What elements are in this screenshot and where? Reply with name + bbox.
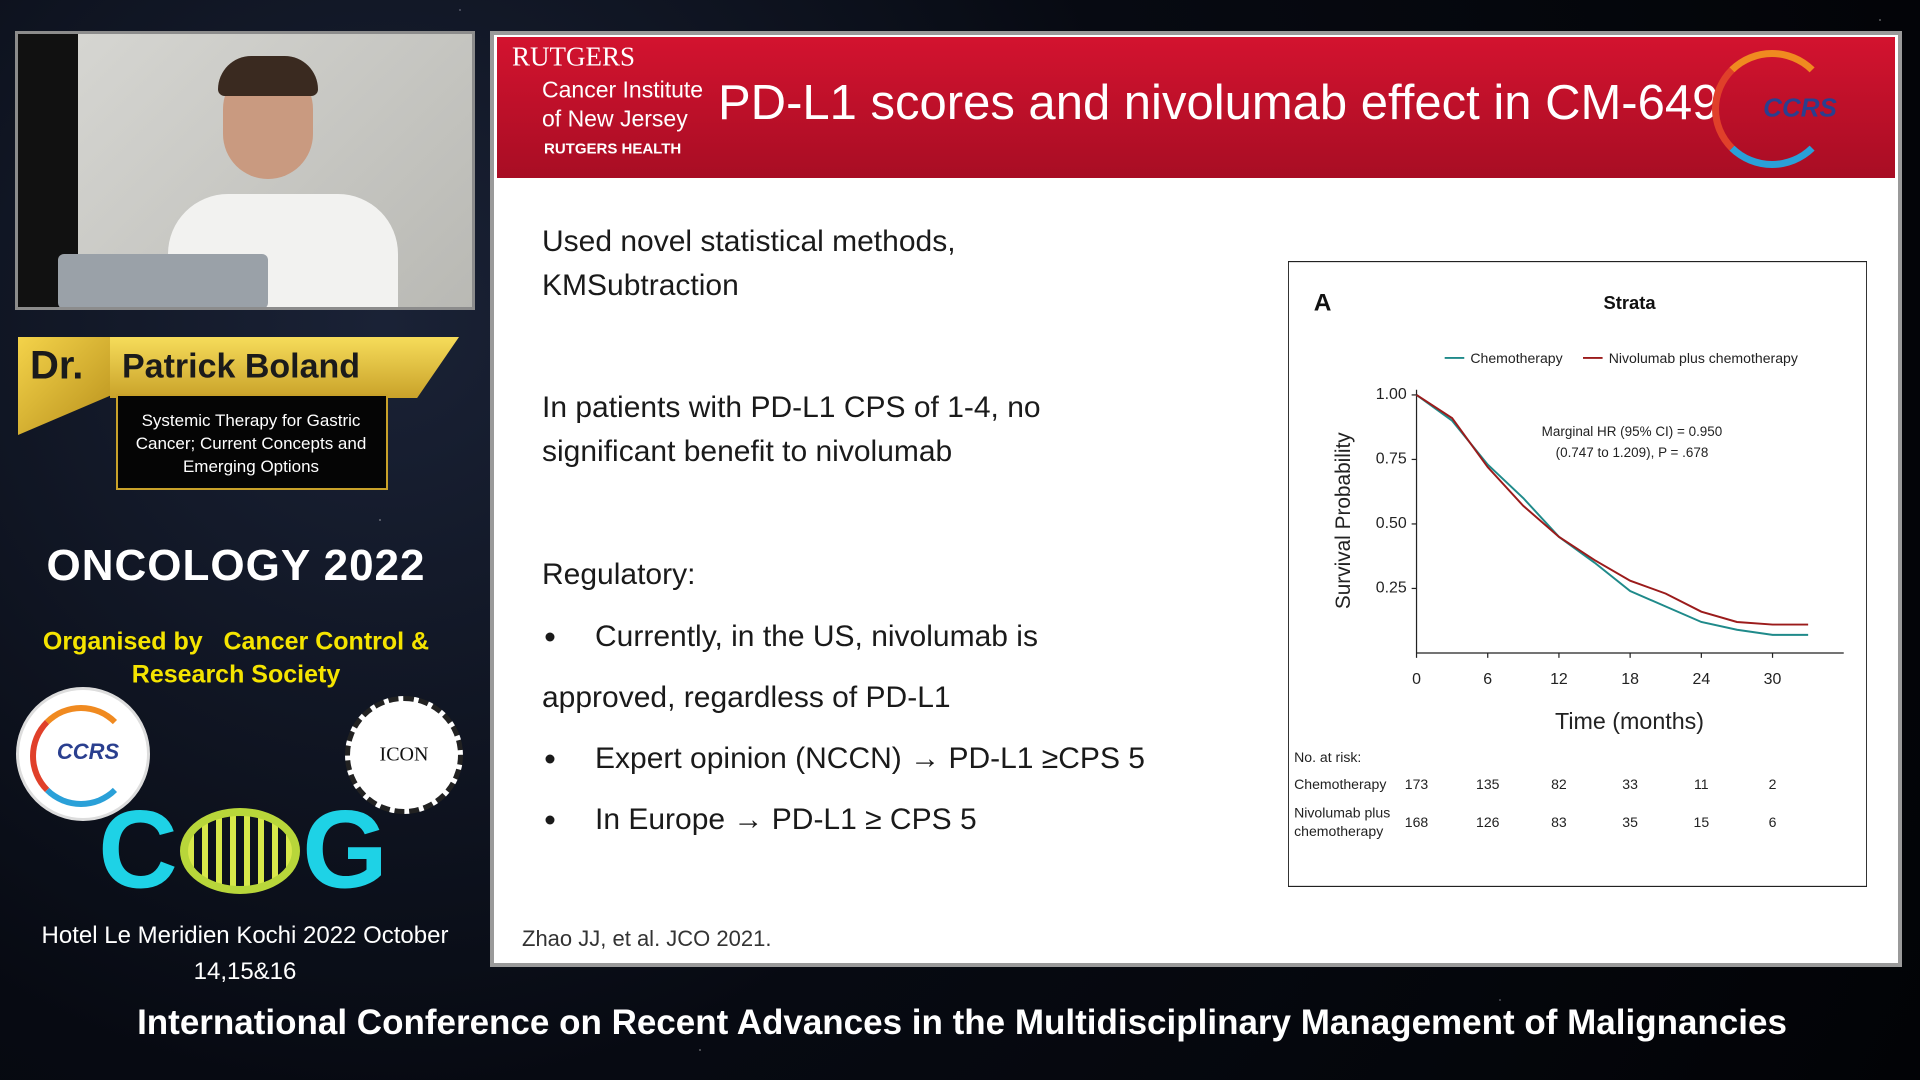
risk-count: 33 <box>1622 776 1638 792</box>
risk-row-label: Chemotherapy <box>1294 776 1386 792</box>
x-axis-label: Time (months) <box>1555 708 1704 734</box>
survival-curve <box>1415 394 1809 636</box>
risk-count: 82 <box>1551 776 1567 792</box>
name-banner <box>110 337 459 398</box>
risk-count: 11 <box>1694 776 1709 792</box>
institution-brand: RUTGERS HEALTH <box>544 140 682 158</box>
risk-count: 2 <box>1769 776 1777 792</box>
panel-label: A <box>1314 290 1332 317</box>
risk-count: 168 <box>1405 814 1429 830</box>
body-text: Regulatory: <box>542 558 696 591</box>
slide-title: PD-L1 scores and nivolumab effect in CM-… <box>718 76 1720 130</box>
risk-title: No. at risk: <box>1294 749 1361 765</box>
legend-label: Nivolumab plus chemotherapy <box>1609 350 1798 366</box>
venue-line: Hotel Le Meridien Kochi 2022 October <box>41 922 449 949</box>
organiser-name: Research Society <box>131 660 341 689</box>
icon-logo-text: ICON <box>379 743 429 766</box>
speaker-hair <box>218 56 318 96</box>
talk-box <box>116 394 388 490</box>
bullet <box>545 632 555 642</box>
bullet-text: In Europe → PD-L1 ≥ CPS 5 <box>595 803 977 836</box>
event-name: ONCOLOGY 2022 <box>46 541 426 590</box>
slide-header <box>497 37 1895 178</box>
risk-row-label: Nivolumab plus <box>1294 805 1390 821</box>
body-text: significant benefit to nivolumab <box>542 435 953 468</box>
risk-count: 15 <box>1694 814 1710 830</box>
annotation: Marginal HR (95% CI) = 0.950 <box>1542 424 1723 439</box>
risk-count: 35 <box>1622 814 1638 830</box>
institution-name: RUTGERS <box>512 41 636 72</box>
organiser-line: Organised by Cancer Control & <box>43 628 429 657</box>
slide-logo <box>1712 50 1832 168</box>
risk-row-label: chemotherapy <box>1294 823 1383 839</box>
survival-curve <box>1415 394 1809 626</box>
y-tick-label: 0.25 <box>1376 580 1407 597</box>
ccrs-swirl <box>30 705 132 807</box>
x-tick-label: 24 <box>1692 671 1710 688</box>
body-text: Used novel statistical methods, <box>542 225 956 258</box>
y-axis-label: Survival Probability <box>1332 432 1355 609</box>
bullet-text: approved, regardless of PD-L1 <box>542 681 951 714</box>
cog-logo-letter: G <box>302 788 388 912</box>
talk-title-line: Cancer; Current Concepts and <box>135 434 367 453</box>
x-tick-label: 30 <box>1764 671 1782 688</box>
y-tick-label: 0.50 <box>1376 515 1407 532</box>
y-tick-label: 0.75 <box>1376 451 1407 468</box>
risk-count: 126 <box>1476 814 1500 830</box>
laptop <box>58 254 268 307</box>
organised-by: Organised by <box>42 627 203 656</box>
risk-count: 83 <box>1551 814 1567 830</box>
bullet <box>545 815 555 825</box>
bullet <box>545 754 555 764</box>
km-chart: A Strata Chemotherapy Nivolumab plus chemot… <box>1288 261 1867 887</box>
x-tick-label: 0 <box>1412 671 1421 688</box>
x-tick-label: 12 <box>1550 671 1568 688</box>
venue-line: 14,15&16 <box>193 958 297 985</box>
chart-frame <box>1288 261 1867 887</box>
slide-logo-text: CCRS <box>1763 92 1837 123</box>
citation: Zhao JJ, et al. JCO 2021. <box>522 926 772 951</box>
conference-banner: International Conference on Recent Advan… <box>137 1003 1787 1042</box>
institution-unit: Cancer Institute <box>542 76 704 103</box>
risk-count: 135 <box>1476 776 1500 792</box>
dr-prefix: Dr. <box>30 343 84 388</box>
speaker-video <box>15 31 475 310</box>
annotation: (0.747 to 1.209), P = .678 <box>1556 445 1709 460</box>
talk-title-line: Systemic Therapy for Gastric <box>141 411 361 430</box>
body-text: KMSubtraction <box>542 269 739 302</box>
x-tick-label: 6 <box>1483 671 1492 688</box>
body-text: In patients with PD-L1 CPS of 1-4, no <box>542 391 1041 424</box>
bullet-text: Currently, in the US, nivolumab is <box>595 620 1038 653</box>
talk-title-line: Emerging Options <box>182 457 320 476</box>
ccrs-logo-text: CCRS <box>56 739 120 764</box>
x-tick-label: 18 <box>1621 671 1639 688</box>
risk-count: 173 <box>1405 776 1429 792</box>
institution-unit: of New Jersey <box>542 105 688 132</box>
bullet-text: Expert opinion (NCCN) → PD-L1 ≥CPS 5 <box>595 742 1145 775</box>
cog-logo-letter: C <box>98 788 178 912</box>
organiser-name: Cancer Control & <box>223 627 430 656</box>
icon-logo <box>345 696 463 814</box>
legend-label: Chemotherapy <box>1470 350 1562 366</box>
legend-title: Strata <box>1604 292 1657 313</box>
y-tick-label: 1.00 <box>1376 386 1407 403</box>
risk-count: 6 <box>1769 814 1777 830</box>
cog-dna <box>180 808 300 894</box>
speaker-name: Patrick Boland <box>122 347 361 386</box>
